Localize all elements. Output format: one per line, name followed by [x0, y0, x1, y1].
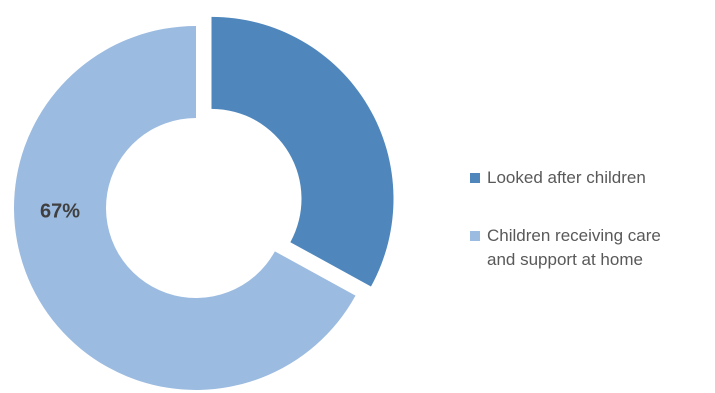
legend-label-home-care: Children receiving care and support at h… [487, 226, 661, 269]
legend-label-looked-after: Looked after children [487, 168, 646, 187]
donut-chart: 67% [14, 16, 394, 390]
data-label-1: 67% [40, 201, 80, 223]
legend-item-home-care: Children receiving care and support at h… [470, 224, 710, 272]
legend-swatch-looked-after [470, 173, 480, 183]
donut-slice-1 [14, 26, 356, 390]
legend-swatch-home-care [470, 231, 480, 241]
legend-item-looked-after: Looked after children [470, 166, 710, 190]
donut-slice-0 [211, 16, 394, 287]
legend: Looked after children Children receiving… [470, 166, 710, 306]
